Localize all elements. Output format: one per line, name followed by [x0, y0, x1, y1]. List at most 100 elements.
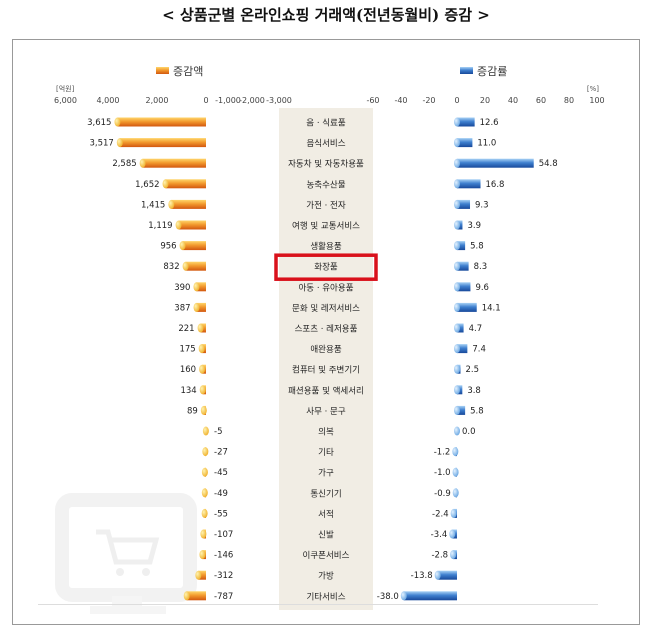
- amount-label: 3,615: [87, 118, 111, 128]
- category-row: 농축수산물 1,652 16.8: [135, 179, 504, 190]
- rate-bar-cap: [450, 550, 457, 560]
- amount-label: -146: [214, 551, 233, 561]
- category-label: 여행 및 교통서비스: [292, 221, 360, 232]
- rate-label: 54.8: [539, 159, 558, 169]
- category-label: 애완용품: [310, 345, 341, 355]
- category-label: 농축수산물: [306, 179, 345, 190]
- rate-label: 5.8: [470, 242, 484, 252]
- rate-bar-cap: [454, 261, 460, 271]
- rate-label: -2.8: [431, 551, 448, 561]
- plot-bottom-line: [38, 604, 598, 605]
- rate-bar: [457, 302, 477, 312]
- category-row: 가방 -312 -13.8: [195, 570, 457, 582]
- rate-label: -1.2: [434, 448, 451, 458]
- rate-bar-cap: [454, 385, 460, 395]
- right-tick-label: 0: [454, 96, 459, 105]
- right-tick-label: 40: [508, 96, 518, 105]
- amount-bar-cap: [114, 117, 121, 127]
- right-tick-label: 100: [589, 96, 604, 105]
- category-row: 음식서비스 3,517 11.0: [89, 138, 496, 149]
- amount-bar-cap: [199, 550, 206, 560]
- rate-bar-cap: [454, 241, 460, 251]
- amount-label: 956: [160, 242, 176, 252]
- rate-label: -3.4: [431, 530, 448, 540]
- rate-bar: [457, 158, 534, 168]
- category-row: 기타서비스 -787 -38.0: [183, 591, 457, 602]
- category-row: 화장품 832 8.3: [163, 261, 488, 273]
- amount-bar: [186, 591, 206, 601]
- right-tick-label: -60: [366, 96, 379, 105]
- category-label: 의복: [318, 427, 334, 438]
- amount-bar-cap: [197, 323, 204, 333]
- rate-bar-cap: [452, 447, 459, 457]
- category-row: 가전 · 전자 1,415 9.3: [141, 199, 489, 211]
- rate-bar: [457, 179, 481, 189]
- amount-bar: [165, 179, 206, 189]
- category-label: 통신기기: [310, 489, 341, 499]
- category-row: 생활용품 956 5.8: [160, 241, 484, 252]
- amount-label: 387: [174, 303, 190, 313]
- category-label: 음식서비스: [306, 139, 345, 149]
- left-tick-label: -2,000: [239, 96, 265, 105]
- amount-bar: [178, 220, 206, 230]
- category-label: 신발: [318, 530, 334, 541]
- category-label: 생활용품: [310, 241, 341, 252]
- category-row: 통신기기 -49 -0.9: [201, 488, 459, 499]
- category-band: [279, 108, 373, 610]
- amount-label: 160: [180, 365, 196, 375]
- rate-label: 9.6: [475, 283, 489, 293]
- category-row: 서적 -55 -2.4: [201, 508, 457, 520]
- amount-bar-cap: [201, 467, 208, 477]
- rate-label: -2.4: [432, 509, 449, 519]
- rate-label: -1.0: [434, 468, 451, 478]
- rate-label: 7.4: [472, 345, 486, 355]
- highlight-box: [274, 253, 378, 281]
- category-label: 기타: [318, 448, 334, 458]
- amount-label: 832: [163, 262, 179, 272]
- category-label: 패션용품 및 액세서리: [288, 385, 364, 396]
- amount-bar: [196, 282, 206, 292]
- amount-bar-cap: [202, 426, 209, 436]
- amount-label: -787: [214, 592, 233, 602]
- rate-label: -38.0: [377, 592, 399, 602]
- amount-bar-cap: [193, 282, 200, 292]
- category-label: 음 · 식료품: [306, 119, 346, 129]
- category-label: 서적: [318, 509, 334, 520]
- rate-bar: [457, 261, 469, 271]
- category-row: 이쿠폰서비스 -146 -2.8: [199, 550, 457, 561]
- rate-bar-cap: [452, 488, 459, 498]
- category-row: 스포츠 · 레저용품 221 4.7: [178, 323, 483, 335]
- left-tick-label: 2,000: [146, 96, 169, 105]
- right-tick-label: 60: [536, 96, 546, 105]
- category-label: 사무 · 문구: [306, 407, 346, 417]
- category-row: 아동 · 유아용품 390 9.6: [174, 282, 489, 293]
- amount-bar-cap: [198, 344, 205, 354]
- left-tick-label: -3,000: [266, 96, 292, 105]
- category-label: 아동 · 유아용품: [298, 282, 353, 293]
- rate-label: 0.0: [462, 427, 476, 437]
- left-tick-label: 0: [203, 96, 208, 105]
- rate-bar-cap: [454, 405, 460, 415]
- rate-bar-cap: [454, 282, 460, 292]
- rate-label: 14.1: [482, 303, 501, 313]
- amount-bar-cap: [200, 529, 207, 539]
- rate-label: -0.9: [434, 489, 451, 499]
- category-label: 가구: [318, 469, 334, 479]
- rate-bar-cap: [454, 302, 460, 312]
- category-label: 가방: [318, 571, 334, 582]
- rate-label: 5.8: [470, 406, 484, 416]
- right-tick-label: 80: [564, 96, 574, 105]
- rate-label: 4.7: [469, 324, 483, 334]
- rate-label: 3.9: [467, 221, 481, 231]
- amount-bar-cap: [202, 447, 209, 457]
- rate-label: 8.3: [474, 262, 488, 272]
- rate-bar-cap: [449, 529, 456, 539]
- rate-bar-cap: [454, 117, 460, 127]
- amount-bar: [182, 241, 206, 251]
- legend-amount: 증감액: [156, 65, 203, 78]
- amount-bar: [117, 117, 206, 127]
- category-row: 기타 -27 -1.2: [202, 447, 459, 458]
- amount-label: -27: [214, 448, 228, 458]
- amount-bar-cap: [179, 241, 186, 251]
- shopping-cart-watermark-icon: [55, 493, 197, 614]
